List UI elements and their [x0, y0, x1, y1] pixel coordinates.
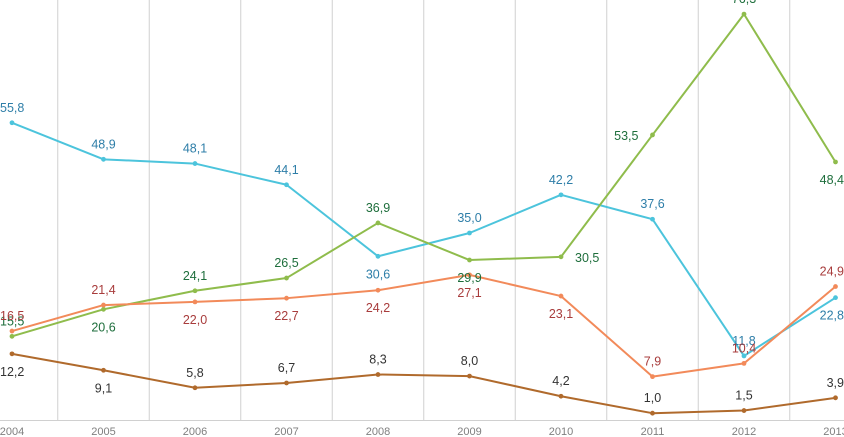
data-label: 5,8 — [186, 366, 203, 380]
data-point — [192, 288, 198, 294]
data-label: 55,8 — [0, 101, 24, 115]
data-label: 30,5 — [575, 251, 599, 265]
data-point — [101, 156, 106, 162]
series-line — [11, 273, 837, 378]
data-point — [558, 393, 564, 399]
data-point — [284, 295, 289, 301]
data-point — [741, 408, 747, 413]
data-point — [375, 220, 381, 226]
data-point — [467, 272, 472, 278]
grid-lines — [0, 0, 844, 421]
x-tick-label: 2004 — [0, 426, 24, 437]
data-point — [467, 230, 472, 236]
data-label: 24,9 — [820, 265, 844, 279]
data-label: 76,3 — [732, 0, 756, 6]
data-label: 53,5 — [614, 129, 638, 143]
data-point — [192, 385, 198, 391]
data-point — [192, 161, 198, 166]
data-label: 35,0 — [457, 211, 481, 225]
data-point — [467, 257, 472, 263]
x-tick-label: 2010 — [549, 426, 573, 437]
data-label: 7,9 — [644, 355, 661, 369]
data-point — [833, 295, 838, 301]
data-point — [650, 374, 655, 380]
data-label: 36,9 — [366, 201, 390, 215]
data-point — [101, 302, 106, 308]
data-label: 6,7 — [278, 361, 295, 375]
data-label: 1,5 — [735, 389, 752, 403]
data-labels: 55,8 48,9 48,1 44,1 30,6 35,0 42,2 37,6 11,8 22,8… — [0, 0, 844, 405]
data-label: 15,5 — [0, 314, 24, 328]
x-tick-label: 2005 — [91, 426, 115, 437]
data-label: 29,9 — [457, 271, 481, 285]
data-label: 23,1 — [549, 307, 573, 321]
data-label: 24,1 — [183, 269, 207, 283]
data-label: 20,6 — [91, 320, 115, 334]
data-label: 8,3 — [369, 353, 386, 367]
data-label: 3,9 — [827, 376, 844, 390]
data-point — [650, 132, 655, 138]
data-label: 44,1 — [274, 163, 298, 177]
x-tick-label: 2011 — [641, 426, 665, 437]
data-label: 27,1 — [457, 286, 481, 300]
series-group — [9, 11, 838, 416]
data-point — [284, 182, 289, 188]
series-line — [11, 121, 837, 357]
data-point — [9, 351, 15, 357]
data-point — [101, 306, 106, 312]
data-label: 48,9 — [91, 137, 115, 151]
data-point — [284, 275, 289, 281]
data-label: 21,4 — [91, 283, 115, 297]
data-label: 22,0 — [183, 313, 207, 327]
data-point — [192, 299, 198, 305]
data-point — [558, 254, 564, 260]
data-point — [741, 360, 747, 366]
data-point — [650, 216, 655, 222]
data-label: 9,1 — [95, 381, 112, 395]
data-point — [467, 373, 472, 379]
data-label: 37,6 — [640, 197, 664, 211]
data-label: 22,8 — [820, 309, 844, 323]
data-point — [741, 353, 747, 359]
data-label: 26,5 — [274, 256, 298, 270]
data-point — [101, 367, 106, 373]
data-point — [284, 380, 289, 386]
data-point — [833, 284, 838, 289]
data-point — [558, 293, 564, 299]
data-point — [375, 372, 381, 377]
series-line — [11, 13, 837, 338]
data-label: 1,0 — [644, 391, 661, 405]
data-label: 16,5 — [0, 309, 24, 323]
x-tick-label: 2012 — [732, 426, 756, 437]
data-label: 30,6 — [366, 267, 390, 281]
data-label: 4,2 — [552, 374, 569, 388]
data-label: 48,1 — [183, 142, 207, 156]
series-line — [11, 352, 836, 415]
x-tick-label: 2013 — [823, 426, 844, 437]
data-point — [9, 120, 15, 126]
data-point — [9, 328, 15, 334]
x-tick-label: 2007 — [274, 426, 298, 437]
data-point — [9, 333, 15, 339]
x-tick-label: 2008 — [366, 426, 390, 437]
x-tick-label: 2009 — [457, 426, 481, 437]
data-label: 11,8 — [732, 334, 755, 348]
data-label: 8,0 — [461, 354, 478, 368]
data-label: 22,7 — [274, 309, 298, 323]
data-label: 12,2 — [0, 365, 24, 379]
data-label: 48,4 — [820, 173, 844, 187]
data-point — [741, 11, 747, 17]
data-label: 10,4 — [732, 341, 756, 355]
data-label: 24,2 — [366, 301, 390, 315]
data-point — [558, 192, 564, 198]
x-tick-label: 2006 — [183, 426, 207, 437]
data-point — [833, 395, 838, 401]
data-point — [375, 287, 381, 293]
x-axis-ticks: 2004 2005 2006 2007 2008 2009 2010 2011 2012 2013 — [0, 426, 844, 437]
data-point — [650, 410, 655, 416]
data-label: 42,2 — [549, 173, 573, 187]
data-point — [375, 253, 381, 259]
data-point — [833, 159, 838, 165]
